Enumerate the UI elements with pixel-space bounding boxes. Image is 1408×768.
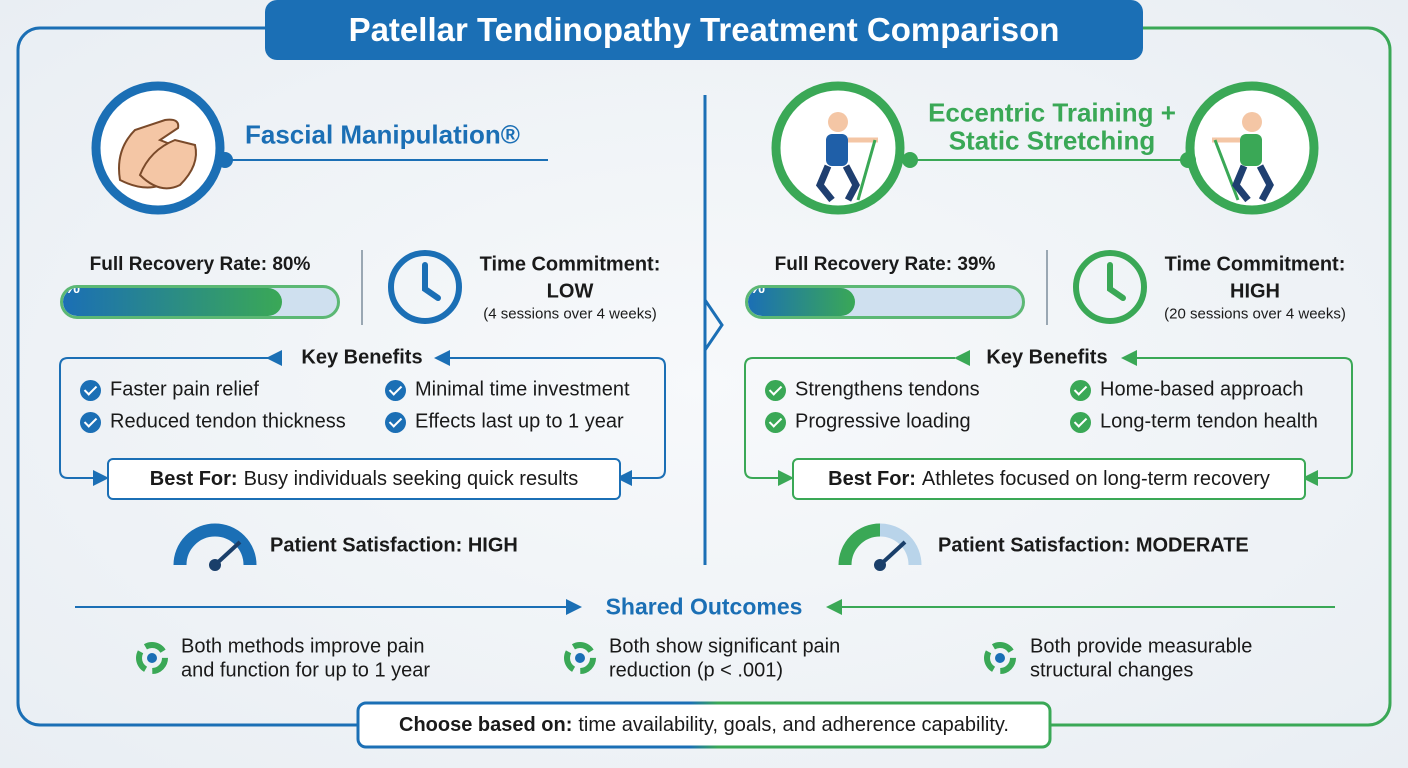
time-label: Time Commitment: [1164,253,1346,276]
progress-label: 39% [748,285,766,297]
cycle-icon [136,642,168,674]
check-icon [80,412,101,433]
benefits-title: Key Benefits [986,346,1108,369]
shared-title: Shared Outcomes [605,593,803,620]
title: Patellar Tendinopathy Treatment Comparis… [348,11,1060,48]
satisfaction: Patient Satisfaction: HIGH [270,534,518,557]
treatment-name: Fascial Manipulation® [245,119,520,150]
hands-icon [118,118,197,190]
shared-item: Both methods improve pain [181,635,425,658]
progress-track: 80% [60,285,340,319]
shared-item: and function for up to 1 year [181,659,431,682]
progress-fill: 39% [748,288,855,316]
check-icon [1070,380,1091,401]
benefits-frame [59,350,666,486]
exercise-icon [1212,112,1274,203]
check-icon [765,412,786,433]
cycle-icon [984,642,1016,674]
time-detail: (4 sessions over 4 weeks) [483,305,657,323]
time-label: Time Commitment: [479,253,661,276]
progress-track: 39% [745,285,1025,319]
exercise-icon [815,112,878,203]
time-level: LOW [546,280,594,303]
benefits-frame [744,350,1353,486]
gauge [838,523,922,571]
footer: Choose based on: time availability, goals… [358,703,1050,747]
footer-label: Choose based on: [399,713,573,736]
progress-fill: 80% [63,285,283,316]
progress-label: 80% [63,285,81,297]
gauge [173,523,257,571]
benefit: Faster pain relief [110,378,259,401]
best-for-box: Best For: Athletes focused on long-term r… [792,458,1306,500]
shared-item: Both show significant pain [609,635,841,658]
time-detail: (20 sessions over 4 weeks) [1164,305,1346,323]
treatment-name: Static Stretching [948,125,1156,156]
time-level: HIGH [1230,280,1280,303]
check-icon [80,380,101,401]
satisfaction: Patient Satisfaction: MODERATE [938,534,1249,557]
check-icon [385,380,406,401]
footer-box [356,701,1052,749]
check-icon [385,412,406,433]
best-for: Athletes focused on long-term recovery [921,467,1270,490]
check-icon [1070,412,1091,433]
name-rule-dot [217,152,233,168]
recovery-label: Full Recovery Rate: 39% [774,254,996,275]
benefit: Long-term tendon health [1100,410,1318,433]
treatment-name: Eccentric Training + [928,97,1176,128]
shared-item: reduction (p < .001) [609,659,783,682]
title-pill [265,0,1143,60]
footer-text: time availability, goals, and adherence … [578,713,1009,736]
check-icon [765,380,786,401]
best-for: Busy individuals seeking quick results [243,467,579,490]
best-for-label: Best For: [828,467,916,490]
benefit: Strengthens tendons [795,378,980,401]
recovery-label: Full Recovery Rate: 80% [89,254,311,275]
name-rule-dot [902,152,918,168]
name-rule-dot [1180,152,1196,168]
benefit: Minimal time investment [415,378,630,401]
shared-item: structural changes [1030,659,1194,682]
clock-icon [1073,250,1147,324]
benefit: Home-based approach [1100,378,1304,401]
cycle-icon [564,642,596,674]
shared-item: Both provide measurable [1030,635,1253,658]
clock-icon [388,250,462,324]
divider-chevron [703,299,724,351]
benefits-title: Key Benefits [301,346,423,369]
benefit: Reduced tendon thickness [110,410,346,433]
benefit: Progressive loading [795,410,971,433]
benefit: Effects last up to 1 year [415,410,624,433]
best-for-label: Best For: [149,467,238,490]
best-for-box: Best For: Busy individuals seeking quick … [107,458,621,500]
